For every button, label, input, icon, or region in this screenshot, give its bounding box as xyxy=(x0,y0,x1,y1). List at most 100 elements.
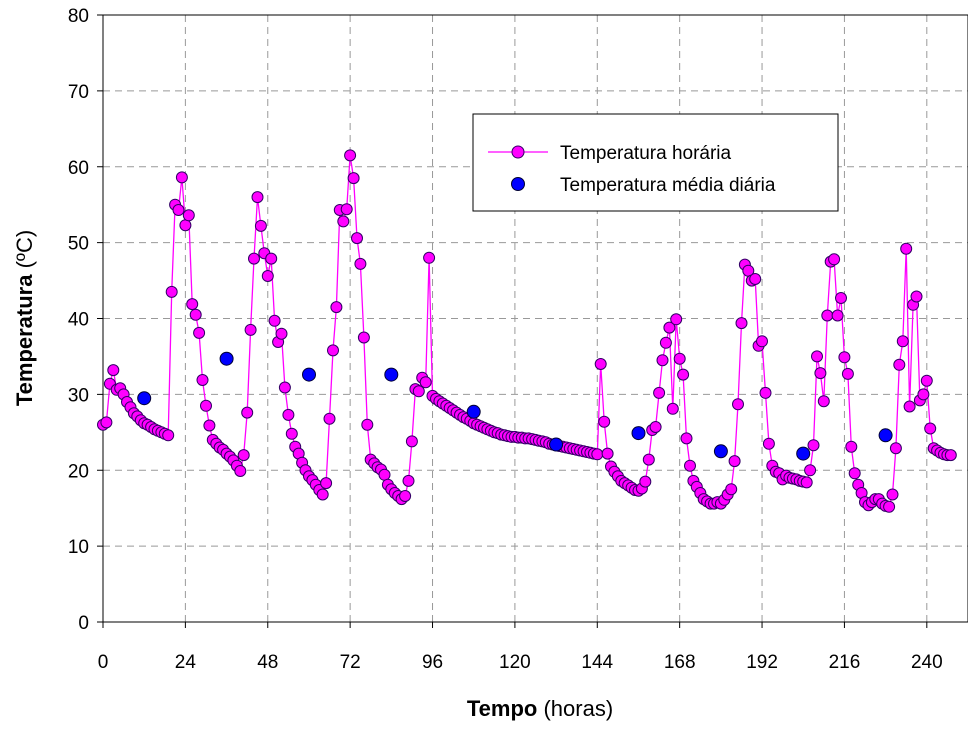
daily-mean-temperature-point xyxy=(219,351,234,366)
hourly-temperature-point xyxy=(268,314,281,327)
legend-hourly-label: Temperatura horária xyxy=(560,143,732,164)
hourly-temperature-point xyxy=(162,429,175,442)
hourly-temperature-point xyxy=(196,374,209,386)
hourly-temperature-point xyxy=(193,326,206,339)
hourly-temperature-point xyxy=(666,402,679,415)
hourly-temperature-point xyxy=(883,500,896,513)
x-tick-label: 96 xyxy=(422,652,443,673)
y-tick-label: 30 xyxy=(68,385,89,406)
hourly-temperature-point xyxy=(285,427,298,440)
hourly-temperature-point xyxy=(248,252,260,265)
hourly-temperature-point xyxy=(804,464,817,477)
hourly-temperature-point xyxy=(323,412,336,425)
x-tick-label: 216 xyxy=(829,652,861,673)
hourly-temperature-point xyxy=(402,474,415,487)
hourly-temperature-point xyxy=(278,381,291,394)
y-tick-label: 60 xyxy=(68,158,89,179)
y-tick-label: 20 xyxy=(68,461,89,482)
daily-mean-temperature-point xyxy=(631,426,646,441)
hourly-temperature-point xyxy=(165,285,178,298)
daily-mean-temperature-point xyxy=(302,367,316,382)
hourly-temperature-point xyxy=(653,386,666,399)
hourly-temperature-point xyxy=(203,419,216,432)
x-axis-label-main: Tempo xyxy=(467,696,537,721)
hourly-temperature-point xyxy=(234,465,247,477)
hourly-temperature-point xyxy=(762,437,775,450)
daily-mean-temperature-point xyxy=(384,367,399,382)
x-tick-label: 72 xyxy=(340,652,361,673)
hourly-temperature-point xyxy=(848,467,861,480)
hourly-temperature-point xyxy=(917,388,930,401)
hourly-temperature-point xyxy=(316,488,329,501)
hourly-temperature-point xyxy=(649,421,662,433)
hourly-temperature-point xyxy=(835,292,847,304)
hourly-temperature-point xyxy=(910,290,923,303)
y-axis-label-main: Temperatura xyxy=(12,274,37,406)
daily-mean-temperature-point xyxy=(713,444,728,459)
hourly-temperature-point xyxy=(423,251,436,264)
hourly-temperature-point xyxy=(677,368,690,381)
hourly-temperature-point xyxy=(817,395,830,408)
hourly-temperature-point xyxy=(900,242,913,255)
legend-daily-marker xyxy=(511,177,525,191)
x-tick-label: 24 xyxy=(175,652,197,673)
series-daily-mean-temperature xyxy=(137,351,893,461)
hourly-temperature-point xyxy=(175,171,188,184)
x-axis-label-unit: (horas) xyxy=(537,696,613,721)
x-tick-label: 144 xyxy=(581,652,613,673)
hourly-temperature-point xyxy=(598,415,611,428)
legend-daily-label: Temperatura média diária xyxy=(560,175,776,196)
hourly-temperature-point xyxy=(200,399,212,412)
hourly-temperature-point xyxy=(361,418,374,431)
hourly-temperature-point xyxy=(337,215,350,228)
hourly-temperature-point xyxy=(656,354,669,367)
y-tick-label: 50 xyxy=(68,234,89,255)
hourly-temperature-point xyxy=(725,483,738,496)
hourly-temperature-point xyxy=(172,204,185,216)
hourly-temperature-point xyxy=(251,191,264,204)
hourly-temperature-point xyxy=(351,232,363,245)
daily-mean-temperature-point xyxy=(466,404,481,419)
hourly-temperature-point xyxy=(684,459,696,472)
y-axis: 0 10 20 30 40 50 60 70 80 xyxy=(68,6,103,634)
hourly-temperature-point xyxy=(838,351,851,364)
hourly-temperature-point xyxy=(330,301,343,314)
hourly-temperature-point xyxy=(405,435,418,448)
hourly-temperature-point xyxy=(845,440,858,453)
hourly-temperature-point xyxy=(673,352,686,365)
hourly-temperature-point xyxy=(800,476,813,489)
hourly-temperature-point xyxy=(814,367,827,380)
hourly-temperature-point xyxy=(639,475,652,488)
hourly-temperature-point xyxy=(344,149,357,162)
hourly-temperature-point xyxy=(944,449,957,462)
hourly-temperature-point xyxy=(399,490,412,502)
hourly-temperature-point xyxy=(821,309,834,322)
hourly-temperature-point xyxy=(347,172,360,185)
x-tick-label: 0 xyxy=(98,652,109,673)
hourly-temperature-point xyxy=(601,447,614,460)
hourly-temperature-point xyxy=(680,432,693,445)
hourly-temperature-point xyxy=(320,477,333,490)
hourly-temperature-point xyxy=(831,309,844,322)
daily-mean-temperature-point xyxy=(137,391,152,406)
hourly-temperature-point xyxy=(735,317,748,330)
daily-mean-temperature-point xyxy=(878,428,893,443)
hourly-temperature-point xyxy=(261,270,274,282)
y-tick-label: 40 xyxy=(68,310,89,331)
hourly-temperature-point xyxy=(594,358,607,370)
hourly-temperature-point xyxy=(893,358,906,371)
hourly-temperature-point xyxy=(920,374,933,387)
hourly-temperature-point xyxy=(265,252,278,265)
daily-mean-temperature-point xyxy=(796,446,811,461)
y-tick-label: 70 xyxy=(68,82,89,103)
hourly-temperature-point xyxy=(182,209,195,222)
hourly-temperature-point xyxy=(282,408,295,421)
hourly-temperature-point xyxy=(419,376,432,389)
x-tick-label: 120 xyxy=(499,652,531,673)
hourly-temperature-point xyxy=(327,344,339,357)
hourly-temperature-point xyxy=(924,422,937,435)
hourly-temperature-point xyxy=(749,273,762,285)
hourly-temperature-point xyxy=(903,400,916,413)
y-tick-label: 10 xyxy=(68,537,89,558)
